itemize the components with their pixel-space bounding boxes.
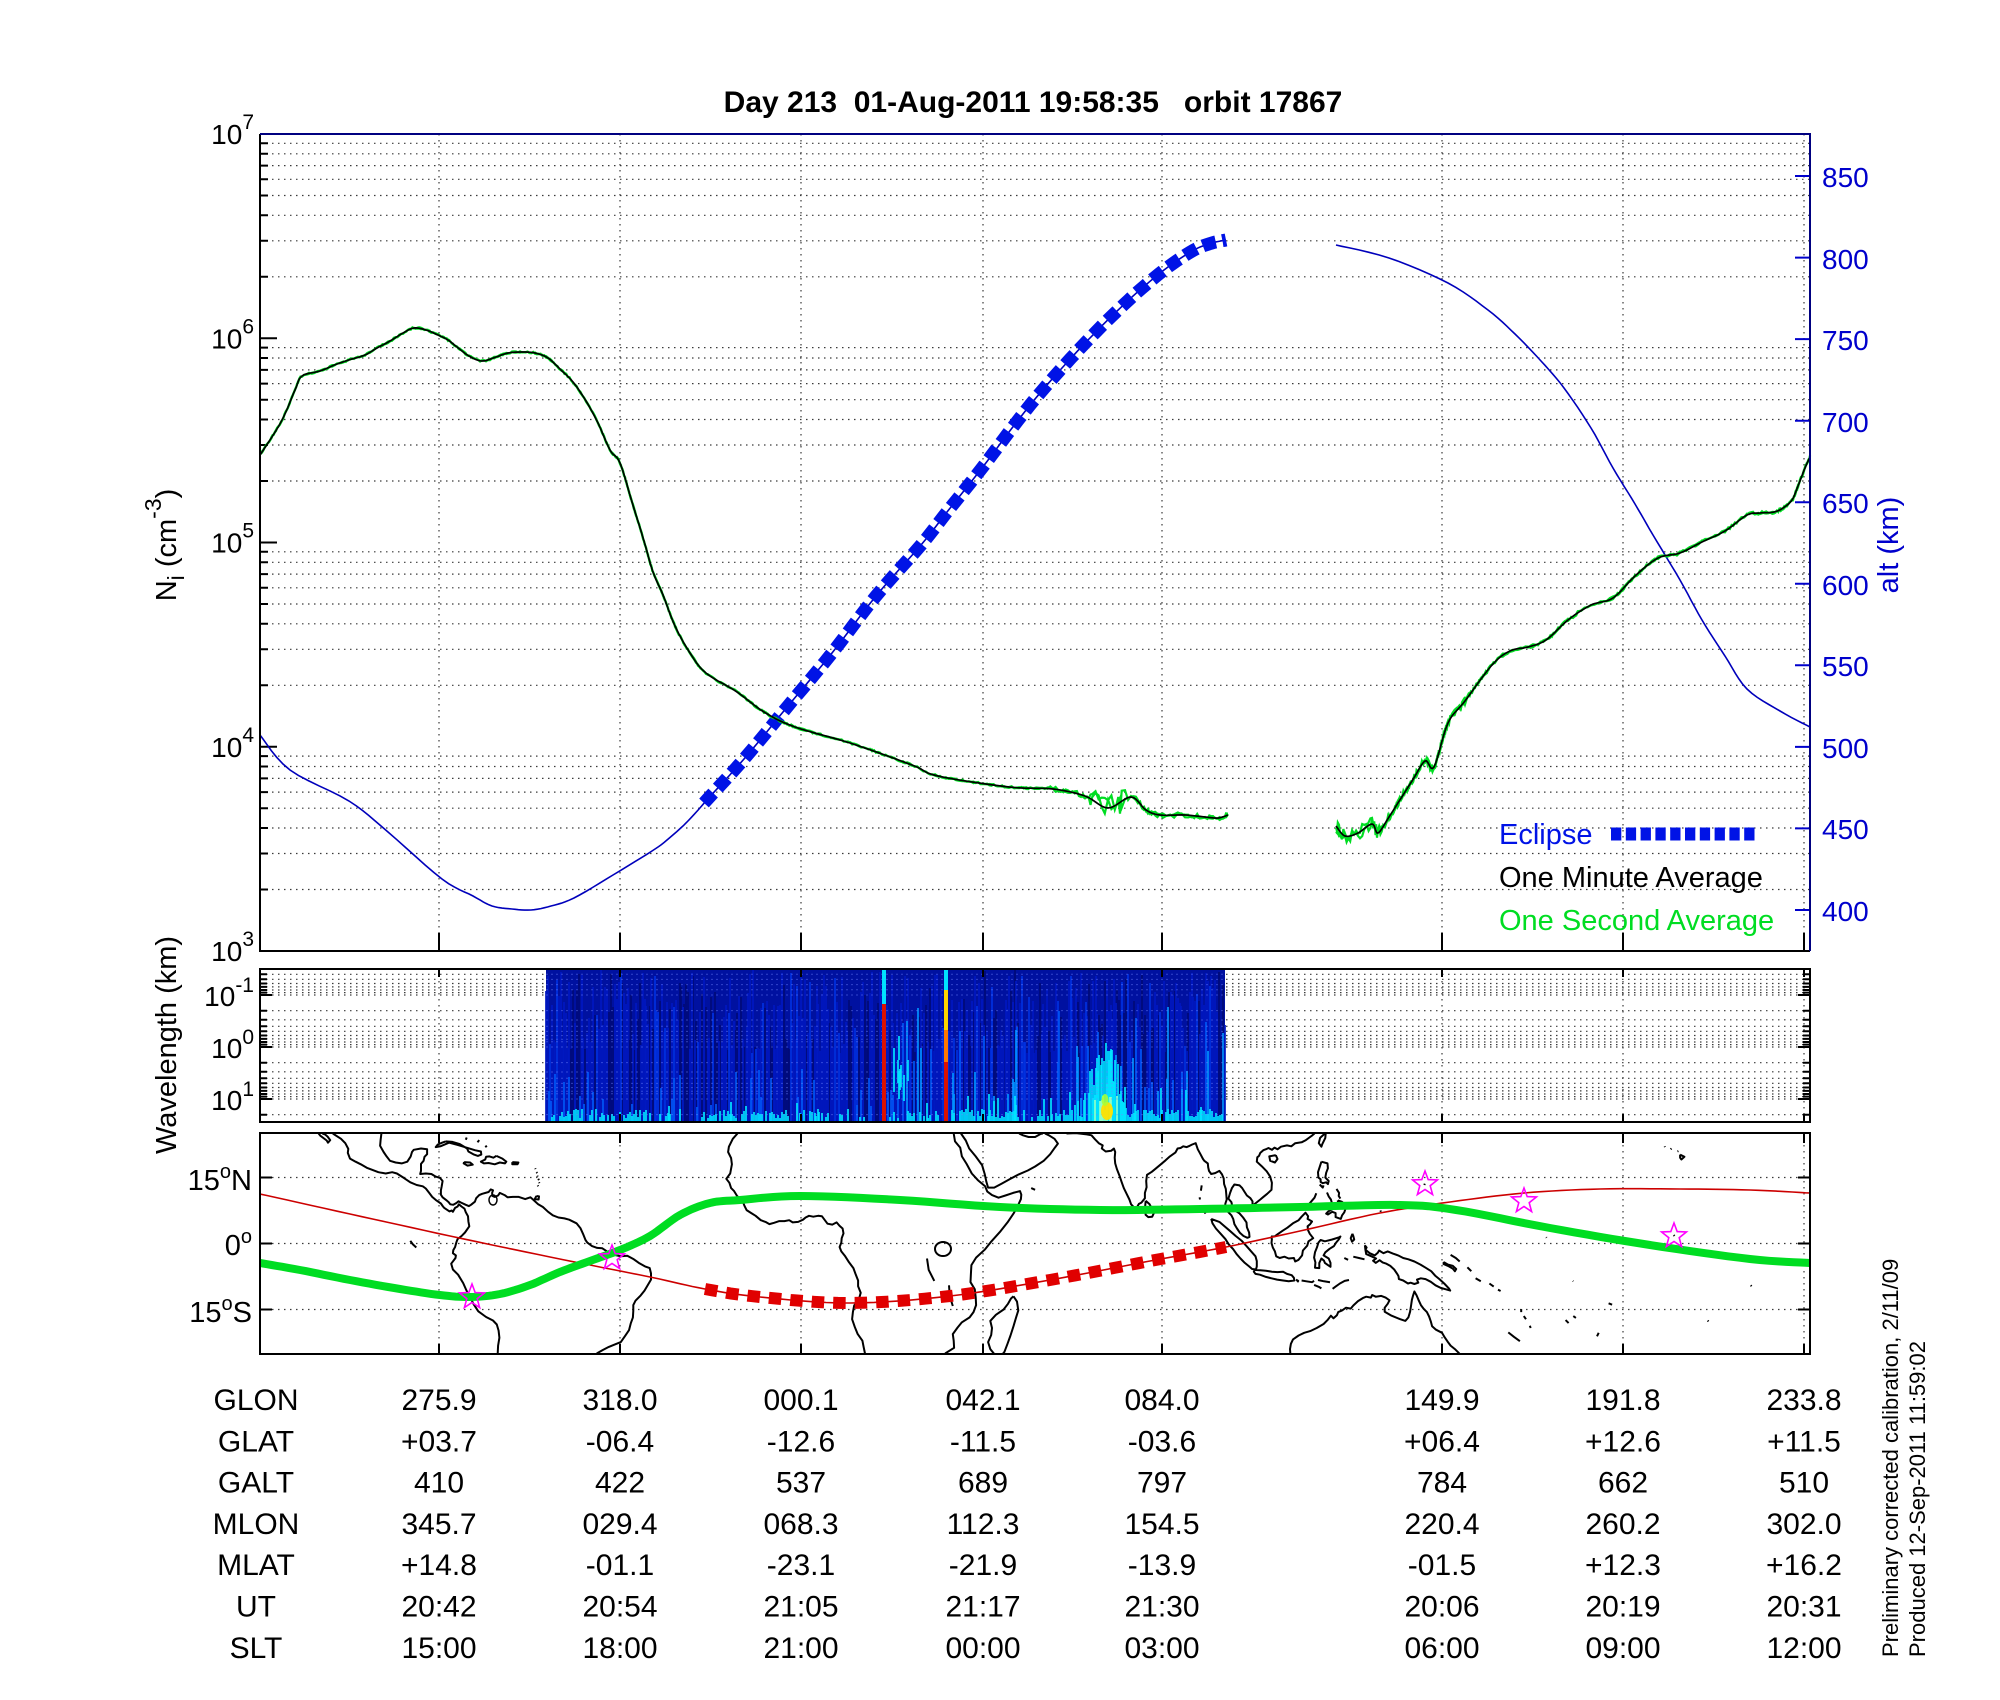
svg-text:800: 800 — [1822, 244, 1869, 275]
svg-text:Produced 12-Sep-2011 11:59:02: Produced 12-Sep-2011 11:59:02 — [1905, 1341, 1930, 1657]
svg-text:450: 450 — [1822, 814, 1869, 845]
svg-text:112.3: 112.3 — [947, 1508, 1020, 1541]
svg-text:MLAT: MLAT — [217, 1549, 295, 1582]
svg-text:+12.6: +12.6 — [1585, 1425, 1661, 1458]
svg-text:-23.1: -23.1 — [767, 1549, 835, 1582]
svg-text:410: 410 — [414, 1467, 464, 1500]
svg-text:09:00: 09:00 — [1585, 1632, 1660, 1665]
svg-text:042.1: 042.1 — [945, 1384, 1020, 1417]
svg-text:275.9: 275.9 — [401, 1384, 476, 1417]
svg-text:UT: UT — [236, 1591, 276, 1624]
svg-text:689: 689 — [958, 1467, 1008, 1500]
svg-text:700: 700 — [1822, 407, 1869, 438]
svg-text:750: 750 — [1822, 325, 1869, 356]
svg-text:-12.6: -12.6 — [767, 1425, 835, 1458]
svg-text:20:06: 20:06 — [1404, 1591, 1479, 1624]
svg-text:alt (km): alt (km) — [1873, 497, 1905, 594]
svg-text:SLT: SLT — [230, 1632, 283, 1665]
svg-text:15oN: 15oN — [188, 1161, 252, 1197]
svg-text:21:17: 21:17 — [945, 1591, 1020, 1624]
svg-text:Wavelength (km): Wavelength (km) — [151, 936, 183, 1154]
svg-text:20:31: 20:31 — [1766, 1591, 1841, 1624]
svg-text:084.0: 084.0 — [1124, 1384, 1199, 1417]
svg-text:Eclipse: Eclipse — [1499, 819, 1593, 851]
svg-text:12:00: 12:00 — [1766, 1632, 1841, 1665]
svg-text:-03.6: -03.6 — [1128, 1425, 1196, 1458]
svg-text:233.8: 233.8 — [1766, 1384, 1841, 1417]
svg-text:422: 422 — [595, 1467, 645, 1500]
svg-text:MLON: MLON — [213, 1508, 300, 1541]
svg-text:One Minute Average: One Minute Average — [1499, 862, 1763, 894]
svg-text:797: 797 — [1137, 1467, 1187, 1500]
svg-text:400: 400 — [1822, 896, 1869, 927]
svg-text:650: 650 — [1822, 488, 1869, 519]
svg-text:-13.9: -13.9 — [1128, 1549, 1196, 1582]
svg-text:One Second Average: One Second Average — [1499, 905, 1774, 937]
svg-text:+12.3: +12.3 — [1585, 1549, 1661, 1582]
svg-text:550: 550 — [1822, 651, 1869, 682]
svg-text:20:42: 20:42 — [401, 1591, 476, 1624]
svg-text:18:00: 18:00 — [582, 1632, 657, 1665]
svg-text:260.2: 260.2 — [1585, 1508, 1660, 1541]
svg-text:-01.5: -01.5 — [1408, 1549, 1476, 1582]
svg-text:+11.5: +11.5 — [1767, 1425, 1841, 1458]
svg-text:220.4: 220.4 — [1404, 1508, 1479, 1541]
svg-text:15:00: 15:00 — [401, 1632, 476, 1665]
svg-text:21:05: 21:05 — [763, 1591, 838, 1624]
svg-text:15oS: 15oS — [189, 1293, 252, 1329]
svg-text:GALT: GALT — [218, 1467, 294, 1500]
svg-text:21:30: 21:30 — [1124, 1591, 1199, 1624]
svg-text:03:00: 03:00 — [1124, 1632, 1199, 1665]
svg-text:-21.9: -21.9 — [949, 1549, 1017, 1582]
svg-text:+16.2: +16.2 — [1766, 1549, 1842, 1582]
svg-text:21:00: 21:00 — [763, 1632, 838, 1665]
svg-text:+06.4: +06.4 — [1404, 1425, 1480, 1458]
svg-text:000.1: 000.1 — [763, 1384, 838, 1417]
svg-text:850: 850 — [1822, 162, 1869, 193]
svg-text:154.5: 154.5 — [1124, 1508, 1199, 1541]
svg-text:+14.8: +14.8 — [401, 1549, 477, 1582]
svg-text:Preliminary corrected calibrat: Preliminary corrected calibration, 2/11/… — [1878, 1259, 1903, 1657]
svg-text:149.9: 149.9 — [1404, 1384, 1479, 1417]
svg-text:662: 662 — [1598, 1467, 1648, 1500]
svg-text:GLAT: GLAT — [218, 1425, 294, 1458]
svg-text:-11.5: -11.5 — [950, 1425, 1016, 1458]
svg-text:20:54: 20:54 — [582, 1591, 657, 1624]
svg-text:318.0: 318.0 — [582, 1384, 657, 1417]
svg-text:-01.1: -01.1 — [586, 1549, 654, 1582]
svg-text:+03.7: +03.7 — [401, 1425, 477, 1458]
svg-text:20:19: 20:19 — [1585, 1591, 1660, 1624]
svg-text:784: 784 — [1417, 1467, 1467, 1500]
svg-text:510: 510 — [1779, 1467, 1829, 1500]
svg-text:537: 537 — [776, 1467, 826, 1500]
svg-text:600: 600 — [1822, 570, 1869, 601]
svg-text:302.0: 302.0 — [1766, 1508, 1841, 1541]
svg-text:GLON: GLON — [213, 1384, 298, 1417]
svg-text:191.8: 191.8 — [1585, 1384, 1660, 1417]
svg-text:06:00: 06:00 — [1404, 1632, 1479, 1665]
svg-text:Day 213 01-Aug-2011 19:58:35: Day 213 01-Aug-2011 19:58:35 orbit 17867 — [724, 86, 1343, 119]
svg-text:500: 500 — [1822, 733, 1869, 764]
svg-text:068.3: 068.3 — [763, 1508, 838, 1541]
svg-text:00:00: 00:00 — [945, 1632, 1020, 1665]
svg-text:-06.4: -06.4 — [586, 1425, 654, 1458]
svg-text:345.7: 345.7 — [401, 1508, 476, 1541]
svg-text:029.4: 029.4 — [582, 1508, 657, 1541]
